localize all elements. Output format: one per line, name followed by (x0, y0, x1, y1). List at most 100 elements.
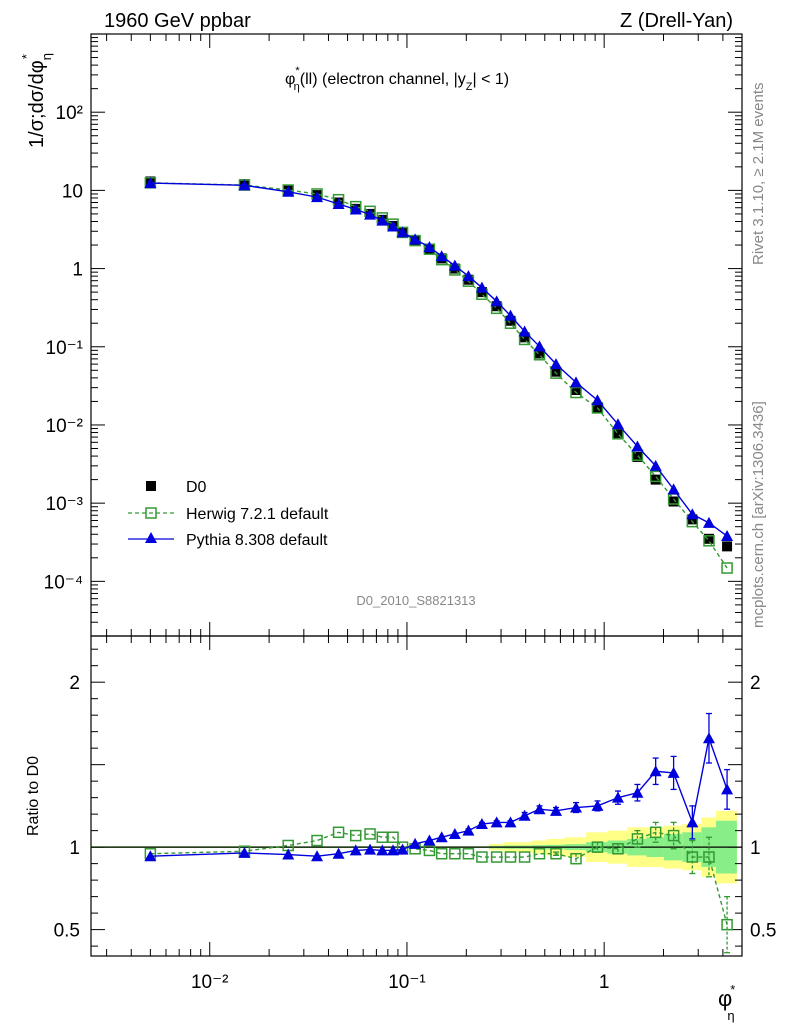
ratio-point-herwig (449, 847, 461, 860)
x-tick-label: 10⁻² (191, 972, 229, 993)
ratio-point-herwig (667, 829, 680, 842)
data-point-pythia (721, 530, 734, 542)
main-plot: 10⁻⁴ 10⁻³ 10⁻² 10⁻¹ 1 10 10² (44, 33, 743, 637)
data-point-pythia (667, 483, 680, 495)
legend-label-pythia: Pythia 8.308 default (186, 532, 328, 549)
data-point-pythia (396, 226, 409, 238)
ratio-point-herwig (518, 851, 531, 863)
ratio-point-pythia (649, 765, 662, 777)
data-point-pythia (702, 516, 715, 528)
data-point-d0 (650, 474, 661, 485)
ratio-point-pythia (387, 844, 400, 856)
legend: D0 Herwig 7.2.1 default Pythia 8.308 def… (128, 479, 329, 549)
ratio-y-tick-label: 0.5 (750, 921, 776, 942)
header-left: 1960 GeV ppbar (104, 10, 251, 32)
ratio-point-pythia (332, 847, 345, 859)
legend-marker-herwig (145, 507, 157, 519)
y-tick-label: 10 (62, 181, 83, 202)
data-point-d0 (668, 496, 679, 507)
data-point-pythia (490, 295, 503, 307)
legend-label-herwig: Herwig 7.2.1 default (186, 506, 329, 523)
ratio-point-herwig (462, 847, 475, 860)
x-tick-label: 10⁻¹ (388, 972, 426, 993)
ratio-point-pythia (144, 850, 157, 862)
y-tick-label: 10⁻³ (46, 494, 84, 515)
data-point-d0 (612, 428, 623, 439)
legend-marker-d0 (146, 481, 156, 491)
data-point-pythia (462, 270, 475, 282)
ratio-point-herwig (686, 851, 699, 863)
data-point-d0 (519, 332, 530, 343)
data-point-d0 (505, 315, 516, 326)
data-point-pythia (448, 259, 461, 271)
ratio-y-tick-label: 2 (69, 673, 80, 694)
legend-label-d0: D0 (186, 479, 207, 496)
data-point-pythia (591, 394, 604, 406)
ratio-y-tick-label: 1 (69, 838, 80, 859)
y-tick-label: 10⁻¹ (46, 338, 84, 359)
ratio-point-herwig (476, 851, 488, 863)
data-point-pythia (686, 508, 699, 520)
ratio-point-pythia (282, 848, 295, 860)
ratio-point-pythia (490, 816, 503, 828)
ratio-point-herwig (364, 828, 376, 840)
header-right: Z (Drell-Yan) (620, 10, 733, 32)
data-point-pythia (238, 179, 251, 191)
data-point-pythia (332, 197, 345, 209)
ratio-point-pythia (611, 791, 624, 803)
ratio-point-herwig (721, 918, 733, 931)
data-point-pythia (611, 418, 624, 430)
data-point-pythia (144, 177, 157, 189)
ratio-point-pythia (667, 766, 680, 778)
data-point-pythia (570, 376, 583, 388)
data-point-d0 (722, 541, 733, 552)
ratio-point-pythia (631, 786, 644, 798)
mcplots-label: mcplots.cern.ch [arXiv:1306.3436] (750, 401, 767, 628)
ratio-plot-frame (90, 635, 743, 957)
data-point-pythia (387, 220, 400, 232)
data-point-pythia (409, 233, 422, 245)
ratio-point-pythia (721, 783, 734, 795)
ratio-point-herwig (703, 851, 715, 863)
rivet-version-label: Rivet 3.1.10, ≥ 2.1M events (750, 83, 767, 266)
data-point-d0 (571, 384, 582, 395)
ratio-point-pythia (423, 834, 436, 846)
ratio-point-pythia (349, 844, 362, 856)
ratio-point-herwig (504, 851, 517, 863)
ratio-point-herwig (631, 833, 644, 845)
data-point-pythia (504, 309, 517, 321)
ratio-point-pythia (364, 843, 377, 855)
ratio-point-pythia (504, 816, 517, 828)
series-line-herwig (150, 182, 728, 569)
ratio-point-pythia (435, 831, 448, 843)
data-point-herwig (703, 535, 715, 547)
ratio-point-pythia (550, 804, 563, 816)
data-point-d0 (551, 366, 562, 377)
ratio-point-pythia (475, 818, 488, 830)
ratio-point-herwig (612, 843, 624, 855)
main-plot-title: φ* η(ll) (electron channel, |yZ| < 1) (285, 65, 509, 93)
ratio-point-herwig (591, 841, 604, 853)
x-tick-label: 1 (599, 972, 610, 993)
data-point-d0 (632, 451, 643, 462)
ratio-point-pythia (462, 824, 475, 836)
ratio-point-herwig (435, 847, 448, 860)
ratio-y-axis-title: Ratio to D0 (25, 756, 42, 836)
data-point-pythia (376, 214, 389, 226)
y-tick-label: 10⁻⁴ (44, 572, 83, 593)
ratio-point-herwig (311, 834, 323, 847)
ratio-point-pythia (409, 837, 422, 849)
data-point-d0 (687, 514, 698, 525)
ratio-point-pythia (591, 799, 604, 811)
ratio-point-pythia (311, 850, 324, 862)
ratio-point-pythia (376, 844, 389, 856)
data-point-pythia (435, 250, 448, 262)
ratio-point-pythia (570, 801, 583, 813)
ratio-point-pythia (686, 816, 699, 828)
data-point-pythia (475, 281, 488, 293)
ratio-point-herwig (490, 851, 503, 863)
data-point-pythia (311, 191, 324, 203)
x-axis-title: φ* η (718, 982, 735, 1023)
ratio-point-herwig (349, 829, 362, 842)
